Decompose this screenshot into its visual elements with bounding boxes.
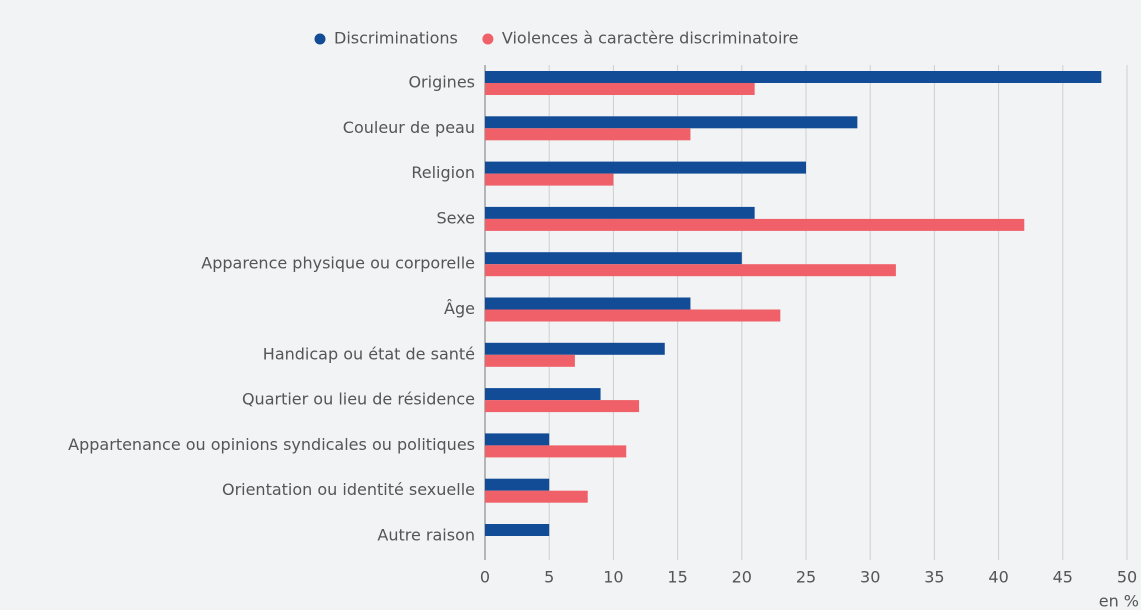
x-tick-label: 30 [860, 568, 880, 587]
legend-marker [482, 33, 494, 45]
x-tick-label: 5 [544, 568, 554, 587]
bar [485, 433, 550, 446]
bar [485, 218, 1025, 231]
y-tick-label: Origines [408, 73, 475, 92]
bar [485, 524, 550, 536]
bar [485, 83, 755, 95]
x-axis-label: en % [1099, 592, 1139, 610]
bar [485, 354, 575, 367]
x-tick-label: 50 [1117, 568, 1137, 587]
legend-label: Discriminations [334, 29, 458, 48]
y-tick-label: Sexe [436, 208, 475, 227]
bar [485, 128, 691, 141]
x-tick-label: 10 [603, 568, 623, 587]
x-tick-label: 35 [924, 568, 944, 587]
x-tick-label: 20 [732, 568, 752, 587]
bar [485, 342, 665, 355]
bar [485, 173, 614, 186]
legend-marker [314, 33, 326, 45]
bar [485, 161, 806, 174]
y-tick-label: Appartenance ou opinions syndicales ou p… [68, 435, 475, 454]
y-tick-label: Apparence physique ou corporelle [201, 254, 475, 273]
legend-label: Violences à caractère discriminatoire [502, 29, 799, 48]
bar [485, 309, 781, 322]
x-tick-label: 45 [1053, 568, 1073, 587]
x-tick-label: 0 [480, 568, 490, 587]
bar [485, 71, 1102, 83]
x-tick-label: 15 [667, 568, 687, 587]
bar [485, 264, 896, 277]
y-tick-label: Autre raison [377, 526, 475, 545]
bar [485, 297, 691, 310]
x-tick-label: 25 [796, 568, 816, 587]
y-tick-label: Religion [411, 163, 475, 182]
bar [485, 388, 601, 401]
bar [485, 490, 588, 503]
bar [485, 478, 550, 491]
bar [485, 445, 627, 458]
bar [485, 206, 755, 219]
x-tick-label: 40 [988, 568, 1008, 587]
bar [485, 116, 858, 129]
y-tick-label: Quartier ou lieu de résidence [242, 390, 475, 409]
y-tick-label: Âge [444, 299, 475, 318]
y-tick-label: Handicap ou état de santé [263, 344, 475, 363]
y-tick-label: Orientation ou identité sexuelle [222, 480, 475, 499]
y-tick-label: Couleur de peau [343, 118, 475, 137]
bar [485, 400, 640, 413]
bar [485, 252, 742, 265]
